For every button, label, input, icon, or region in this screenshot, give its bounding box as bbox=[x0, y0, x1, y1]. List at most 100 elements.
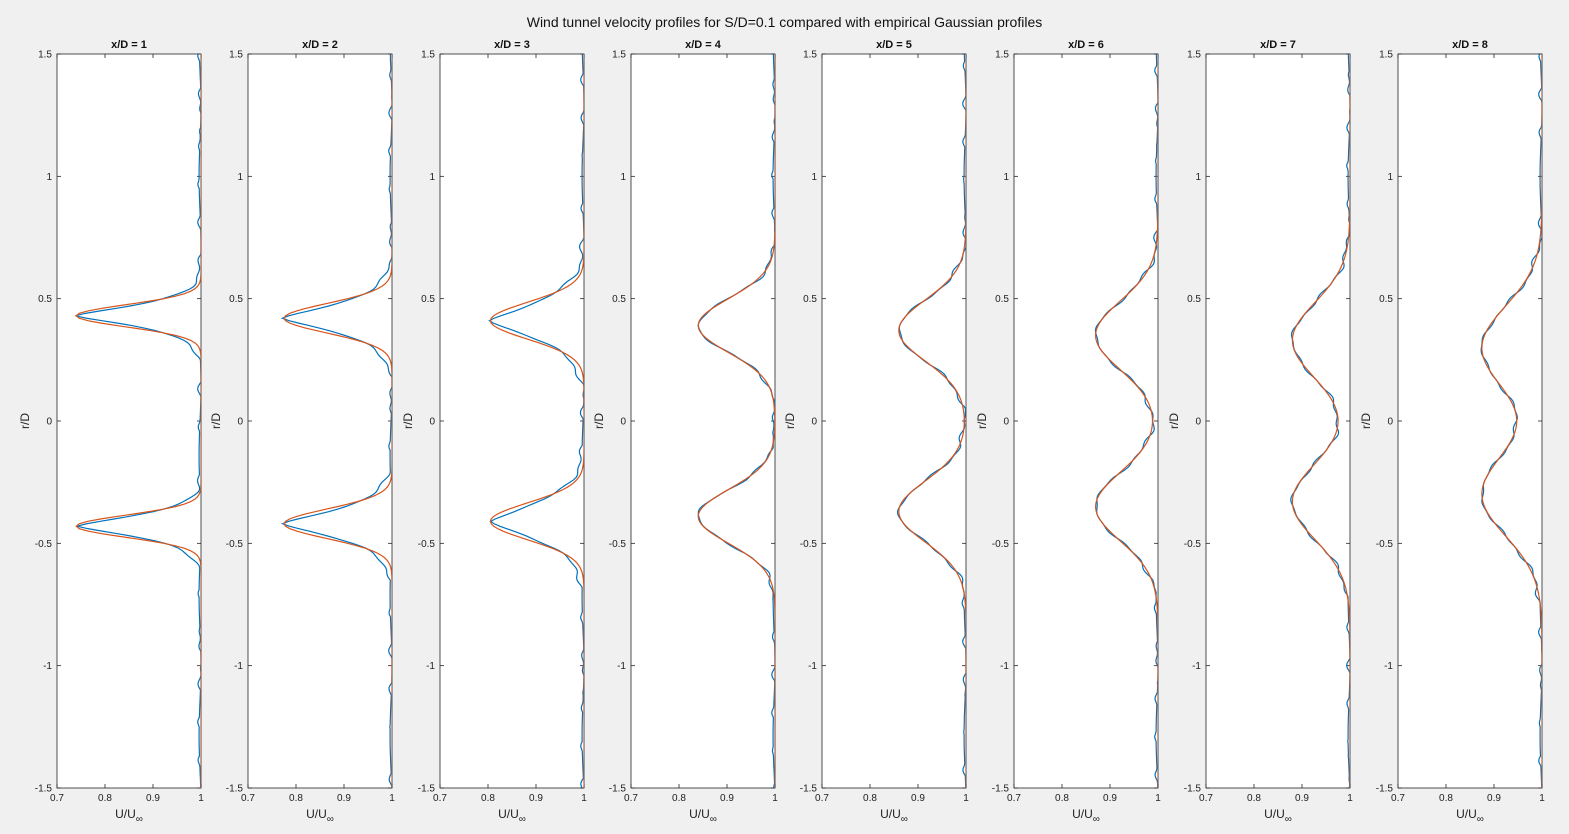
series-gaussian-line bbox=[697, 54, 775, 788]
y-axis-label: r/D bbox=[1167, 413, 1181, 429]
x-tick-label: 0.7 bbox=[50, 793, 64, 804]
y-tick-label: -0.5 bbox=[609, 539, 627, 550]
panel-1: x/D = 1 0.7 0.8 0.9 1 -1.5 -1 -0.5 0 0.5 1 1.5 U/U∞ r… bbox=[18, 39, 204, 825]
y-tick-label: 0.5 bbox=[612, 294, 626, 305]
axes-box bbox=[247, 53, 393, 789]
y-tick-label: 0.5 bbox=[421, 294, 435, 305]
panel-3: x/D = 3 0.7 0.8 0.9 1 -1.5 -1 -0.5 0 0.5 1 1.5 U/U∞ r… bbox=[401, 39, 587, 825]
y-tick-label: -1.5 bbox=[1376, 784, 1394, 795]
x-tick-label: 1 bbox=[389, 793, 395, 804]
series-measured-line bbox=[488, 54, 584, 788]
x-tick-label: 0.7 bbox=[241, 793, 255, 804]
y-tick-label: 0.5 bbox=[1187, 294, 1201, 305]
y-tick-label: 0.5 bbox=[229, 294, 243, 305]
x-tick-label: 1 bbox=[198, 793, 204, 804]
panel-title: x/D = 6 bbox=[1068, 39, 1104, 51]
y-tick-label: 0 bbox=[1387, 417, 1393, 428]
x-axis-label-subscript: ∞ bbox=[1285, 814, 1292, 825]
curves bbox=[1094, 54, 1158, 788]
x-tick-label: 1 bbox=[1539, 793, 1545, 804]
y-tick-label: 1 bbox=[429, 172, 435, 183]
series-measured-line bbox=[1290, 54, 1350, 788]
y-axis-label: r/D bbox=[1359, 413, 1373, 429]
x-axis-label-subscript: ∞ bbox=[710, 814, 717, 825]
panel-title: x/D = 4 bbox=[685, 39, 722, 51]
y-tick-label: -1 bbox=[426, 661, 435, 672]
x-tick-label: 0.9 bbox=[720, 793, 734, 804]
axes-box bbox=[439, 53, 585, 789]
series-gaussian-line bbox=[1094, 54, 1158, 788]
series-measured-line bbox=[697, 54, 775, 788]
x-axis-label-subscript: ∞ bbox=[327, 814, 334, 825]
curves bbox=[280, 54, 392, 788]
curves bbox=[1290, 54, 1350, 788]
x-axis-label: U/U∞ bbox=[689, 807, 717, 825]
panel-title: x/D = 2 bbox=[302, 39, 338, 51]
panel-title: x/D = 7 bbox=[1260, 39, 1296, 51]
y-tick-label: -1.5 bbox=[609, 784, 627, 795]
x-tick-label: 0.7 bbox=[433, 793, 447, 804]
curves bbox=[75, 54, 201, 788]
x-tick-label: 0.8 bbox=[1247, 793, 1261, 804]
x-axis-label-subscript: ∞ bbox=[1477, 814, 1484, 825]
y-axis-label: r/D bbox=[592, 413, 606, 429]
x-tick-label: 0.7 bbox=[1007, 793, 1021, 804]
y-tick-label: -1.5 bbox=[418, 784, 436, 795]
axes-box bbox=[630, 53, 776, 789]
y-tick-label: 1.5 bbox=[229, 50, 243, 61]
x-tick-label: 0.8 bbox=[289, 793, 303, 804]
y-tick-label: 0 bbox=[620, 417, 626, 428]
x-axis-label-subscript: ∞ bbox=[519, 814, 526, 825]
panel-4: x/D = 4 0.7 0.8 0.9 1 -1.5 -1 -0.5 0 0.5 1 1.5 U/U∞ r… bbox=[592, 39, 778, 825]
y-tick-label: 1 bbox=[1195, 172, 1201, 183]
y-tick-label: 0 bbox=[1003, 417, 1009, 428]
curves bbox=[896, 54, 966, 788]
y-tick-label: 1.5 bbox=[1187, 50, 1201, 61]
axes-box bbox=[821, 53, 967, 789]
y-tick-label: 0 bbox=[429, 417, 435, 428]
y-tick-label: -1 bbox=[234, 661, 243, 672]
series-gaussian-line bbox=[1291, 54, 1350, 788]
y-tick-label: 1 bbox=[46, 172, 52, 183]
y-tick-label: -0.5 bbox=[35, 539, 53, 550]
y-tick-label: -0.5 bbox=[1184, 539, 1202, 550]
y-tick-label: -0.5 bbox=[800, 539, 818, 550]
y-tick-label: -1.5 bbox=[992, 784, 1010, 795]
x-tick-label: 0.9 bbox=[529, 793, 543, 804]
y-tick-label: -1 bbox=[1384, 661, 1393, 672]
panel-7: x/D = 7 0.7 0.8 0.9 1 -1.5 -1 -0.5 0 0.5 1 1.5 U/U∞ r… bbox=[1167, 39, 1353, 825]
panel-5: x/D = 5 0.7 0.8 0.9 1 -1.5 -1 -0.5 0 0.5 1 1.5 U/U∞ r… bbox=[783, 39, 969, 825]
axes-box bbox=[1397, 53, 1543, 789]
x-tick-label: 1 bbox=[581, 793, 587, 804]
x-tick-label: 0.9 bbox=[911, 793, 925, 804]
x-tick-label: 0.8 bbox=[481, 793, 495, 804]
x-tick-label: 1 bbox=[1347, 793, 1353, 804]
y-tick-label: 0 bbox=[237, 417, 243, 428]
panel-6: x/D = 6 0.7 0.8 0.9 1 -1.5 -1 -0.5 0 0.5 1 1.5 U/U∞ r… bbox=[975, 39, 1161, 825]
y-tick-label: 1 bbox=[1003, 172, 1009, 183]
x-tick-label: 0.7 bbox=[624, 793, 638, 804]
y-tick-label: 1.5 bbox=[421, 50, 435, 61]
x-axis-label: U/U∞ bbox=[306, 807, 334, 825]
figure-title: Wind tunnel velocity profiles for S/D=0.… bbox=[526, 14, 1043, 30]
x-tick-label: 0.7 bbox=[815, 793, 829, 804]
y-tick-label: 0 bbox=[46, 417, 52, 428]
y-tick-label: 1 bbox=[1387, 172, 1393, 183]
y-tick-label: -0.5 bbox=[992, 539, 1010, 550]
x-tick-label: 0.7 bbox=[1199, 793, 1213, 804]
panel-title: x/D = 8 bbox=[1452, 39, 1488, 51]
y-tick-label: 1.5 bbox=[1379, 50, 1393, 61]
panel-title: x/D = 1 bbox=[111, 39, 147, 51]
y-tick-label: 1.5 bbox=[995, 50, 1009, 61]
curves bbox=[1480, 54, 1542, 788]
x-tick-label: 0.8 bbox=[672, 793, 686, 804]
y-axis-label: r/D bbox=[401, 413, 415, 429]
x-axis-label-subscript: ∞ bbox=[1093, 814, 1100, 825]
y-tick-label: -1.5 bbox=[35, 784, 53, 795]
series-gaussian-line bbox=[1481, 54, 1542, 788]
panel-2: x/D = 2 0.7 0.8 0.9 1 -1.5 -1 -0.5 0 0.5 1 1.5 U/U∞ r… bbox=[209, 39, 395, 825]
y-tick-label: 0.5 bbox=[38, 294, 52, 305]
y-tick-label: 1.5 bbox=[38, 50, 52, 61]
